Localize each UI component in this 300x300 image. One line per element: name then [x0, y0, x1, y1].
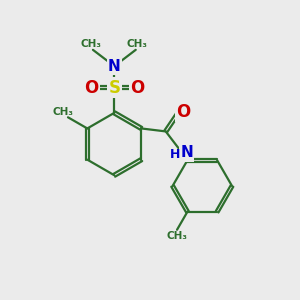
Text: S: S — [108, 79, 120, 97]
Text: O: O — [130, 79, 144, 97]
Text: CH₃: CH₃ — [52, 107, 73, 117]
Text: O: O — [84, 79, 99, 97]
Text: CH₃: CH₃ — [127, 40, 148, 50]
Text: N: N — [108, 59, 121, 74]
Text: CH₃: CH₃ — [81, 40, 102, 50]
Text: CH₃: CH₃ — [167, 231, 188, 241]
Text: N: N — [180, 145, 193, 160]
Text: H: H — [169, 148, 180, 161]
Text: O: O — [176, 103, 191, 121]
